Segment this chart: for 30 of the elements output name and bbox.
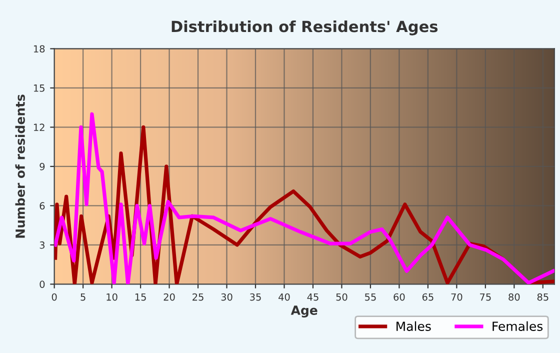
x-tick-label: 30 — [221, 293, 232, 301]
x-tick-label: 10 — [106, 293, 118, 301]
x-tick-label: 85 — [537, 293, 548, 301]
y-axis-title: Number of residents — [15, 94, 25, 238]
x-axis-title: Age — [290, 306, 318, 318]
y-tick-label: 3 — [40, 241, 45, 249]
x-tick-label: 60 — [394, 293, 405, 301]
x-tick-label: 65 — [422, 293, 434, 301]
y-tick-label: 15 — [34, 84, 44, 92]
x-tick-label: 15 — [135, 293, 146, 301]
x-tick-label: 70 — [451, 293, 462, 301]
x-tick-label: 20 — [164, 293, 175, 301]
x-tick-label: 40 — [278, 293, 290, 301]
y-tick-label: 9 — [40, 162, 45, 170]
x-tick-label: 55 — [365, 293, 376, 301]
x-tick-label: 75 — [480, 293, 491, 301]
x-tick-label: 50 — [336, 293, 348, 301]
x-tick-label: 0 — [52, 293, 57, 301]
x-tick-label: 80 — [508, 293, 520, 301]
y-tick-label: 18 — [34, 45, 45, 53]
y-tick-label: 0 — [40, 280, 45, 288]
y-tick-label: 12 — [34, 124, 44, 131]
legend-label: Males — [396, 321, 431, 331]
legend-label: Females — [492, 321, 543, 331]
x-tick-label: 35 — [250, 293, 261, 301]
x-tick-label: 45 — [307, 293, 318, 301]
x-tick-label: 25 — [192, 293, 204, 301]
y-tick-label: 6 — [40, 202, 45, 210]
x-tick-label: 5 — [80, 293, 86, 301]
chart-title: Distribution of Residents' Ages — [172, 20, 438, 36]
